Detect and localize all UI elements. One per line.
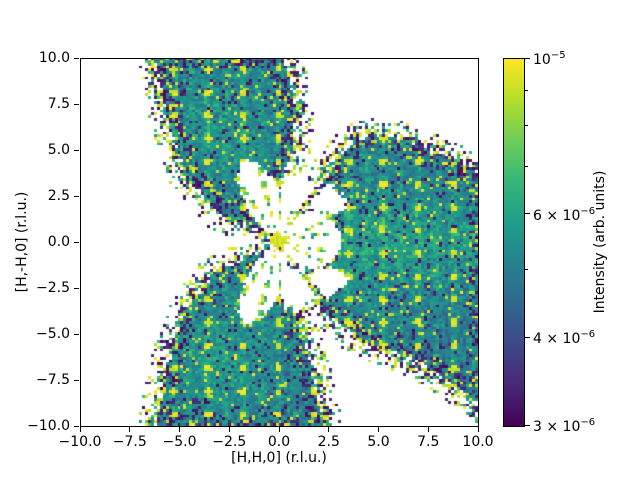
y-tick-label: −7.5 bbox=[36, 372, 70, 388]
y-tick-label: 5.0 bbox=[47, 142, 70, 158]
x-tick-mark bbox=[378, 427, 379, 432]
x-tick-label: 10.0 bbox=[462, 434, 494, 450]
x-tick-mark bbox=[79, 427, 81, 432]
colorbar-minor-tick-mark bbox=[525, 125, 528, 127]
y-tick-mark bbox=[74, 425, 79, 427]
colorbar-tick-label: 4 × 10−6 bbox=[533, 329, 596, 348]
colorbar-major-tick-mark bbox=[525, 57, 530, 59]
x-tick-label: −2.5 bbox=[212, 434, 247, 450]
y-tick-mark bbox=[74, 333, 79, 335]
x-tick-label: 5.0 bbox=[367, 434, 390, 450]
y-tick-mark bbox=[74, 57, 79, 59]
colorbar-label: Intensity (arb. units) bbox=[592, 170, 608, 314]
y-tick-mark bbox=[74, 103, 79, 105]
y-tick-label: −5.0 bbox=[36, 326, 70, 342]
y-tick-label: −2.5 bbox=[36, 280, 70, 296]
colorbar-tick-label: 6 × 10−6 bbox=[533, 205, 596, 224]
x-tick-mark bbox=[477, 427, 479, 432]
x-tick-label: −7.5 bbox=[112, 434, 147, 450]
y-tick-label: 2.5 bbox=[47, 188, 70, 204]
y-tick-mark bbox=[74, 195, 79, 197]
y-tick-label: 7.5 bbox=[47, 96, 70, 112]
colorbar-tick-label: 10−5 bbox=[533, 50, 566, 68]
colorbar-major-tick-mark bbox=[525, 213, 530, 215]
y-tick-mark bbox=[74, 241, 79, 243]
x-tick-label: 0.0 bbox=[267, 434, 291, 450]
colorbar-major-tick-mark bbox=[525, 424, 530, 426]
x-tick-label: −10.0 bbox=[58, 434, 102, 450]
x-tick-label: 2.5 bbox=[317, 434, 340, 450]
x-tick-label: −5.0 bbox=[162, 434, 197, 450]
y-tick-mark bbox=[74, 379, 79, 381]
x-tick-mark bbox=[129, 427, 131, 432]
y-tick-label: 10.0 bbox=[38, 50, 70, 66]
y-tick-label: 0.0 bbox=[47, 234, 70, 250]
x-tick-mark bbox=[427, 427, 429, 432]
colorbar-tick-label: 3 × 10−6 bbox=[533, 417, 596, 435]
y-tick-label: −10.0 bbox=[27, 418, 70, 434]
x-tick-mark bbox=[278, 427, 280, 432]
y-tick-mark bbox=[74, 287, 79, 289]
x-tick-mark bbox=[228, 427, 230, 432]
heatmap-canvas bbox=[80, 58, 478, 426]
y-tick-mark bbox=[74, 149, 79, 151]
colorbar-gradient bbox=[504, 59, 524, 426]
colorbar-minor-tick-mark bbox=[525, 268, 528, 270]
x-tick-label: 7.5 bbox=[417, 434, 440, 450]
x-tick-mark bbox=[179, 427, 180, 432]
colorbar-minor-tick-mark bbox=[525, 166, 528, 168]
colorbar bbox=[503, 58, 525, 427]
x-axis-label: [H,H,0] (r.l.u.) bbox=[231, 450, 327, 466]
colorbar-minor-tick-mark bbox=[525, 89, 528, 91]
colorbar-major-tick-mark bbox=[525, 336, 530, 338]
x-tick-mark bbox=[328, 427, 330, 432]
